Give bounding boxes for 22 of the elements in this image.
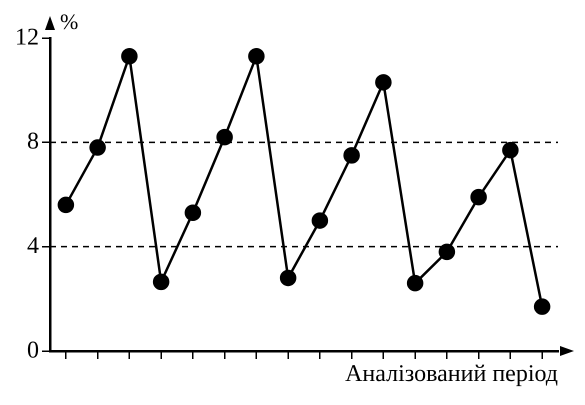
- point: [152, 274, 170, 290]
- point: [406, 274, 424, 292]
- point: [438, 244, 456, 260]
- y-tick-label: 12: [15, 24, 39, 50]
- y-tick-label: 0: [27, 337, 39, 364]
- point: [58, 196, 74, 214]
- point: [375, 74, 392, 91]
- point: [343, 147, 360, 164]
- point: [312, 212, 328, 229]
- point: [470, 188, 487, 206]
- y-axis-title: %: [60, 8, 78, 34]
- point: [534, 298, 550, 315]
- y-tick-label: 8: [27, 128, 39, 155]
- point: [184, 204, 202, 222]
- point: [89, 139, 106, 156]
- x-axis-title: Аналізований період: [345, 360, 558, 387]
- point: [280, 270, 296, 286]
- point: [502, 142, 519, 158]
- y-tick-label: 4: [27, 232, 39, 259]
- point: [248, 48, 265, 65]
- point: [121, 48, 138, 65]
- point: [216, 128, 233, 146]
